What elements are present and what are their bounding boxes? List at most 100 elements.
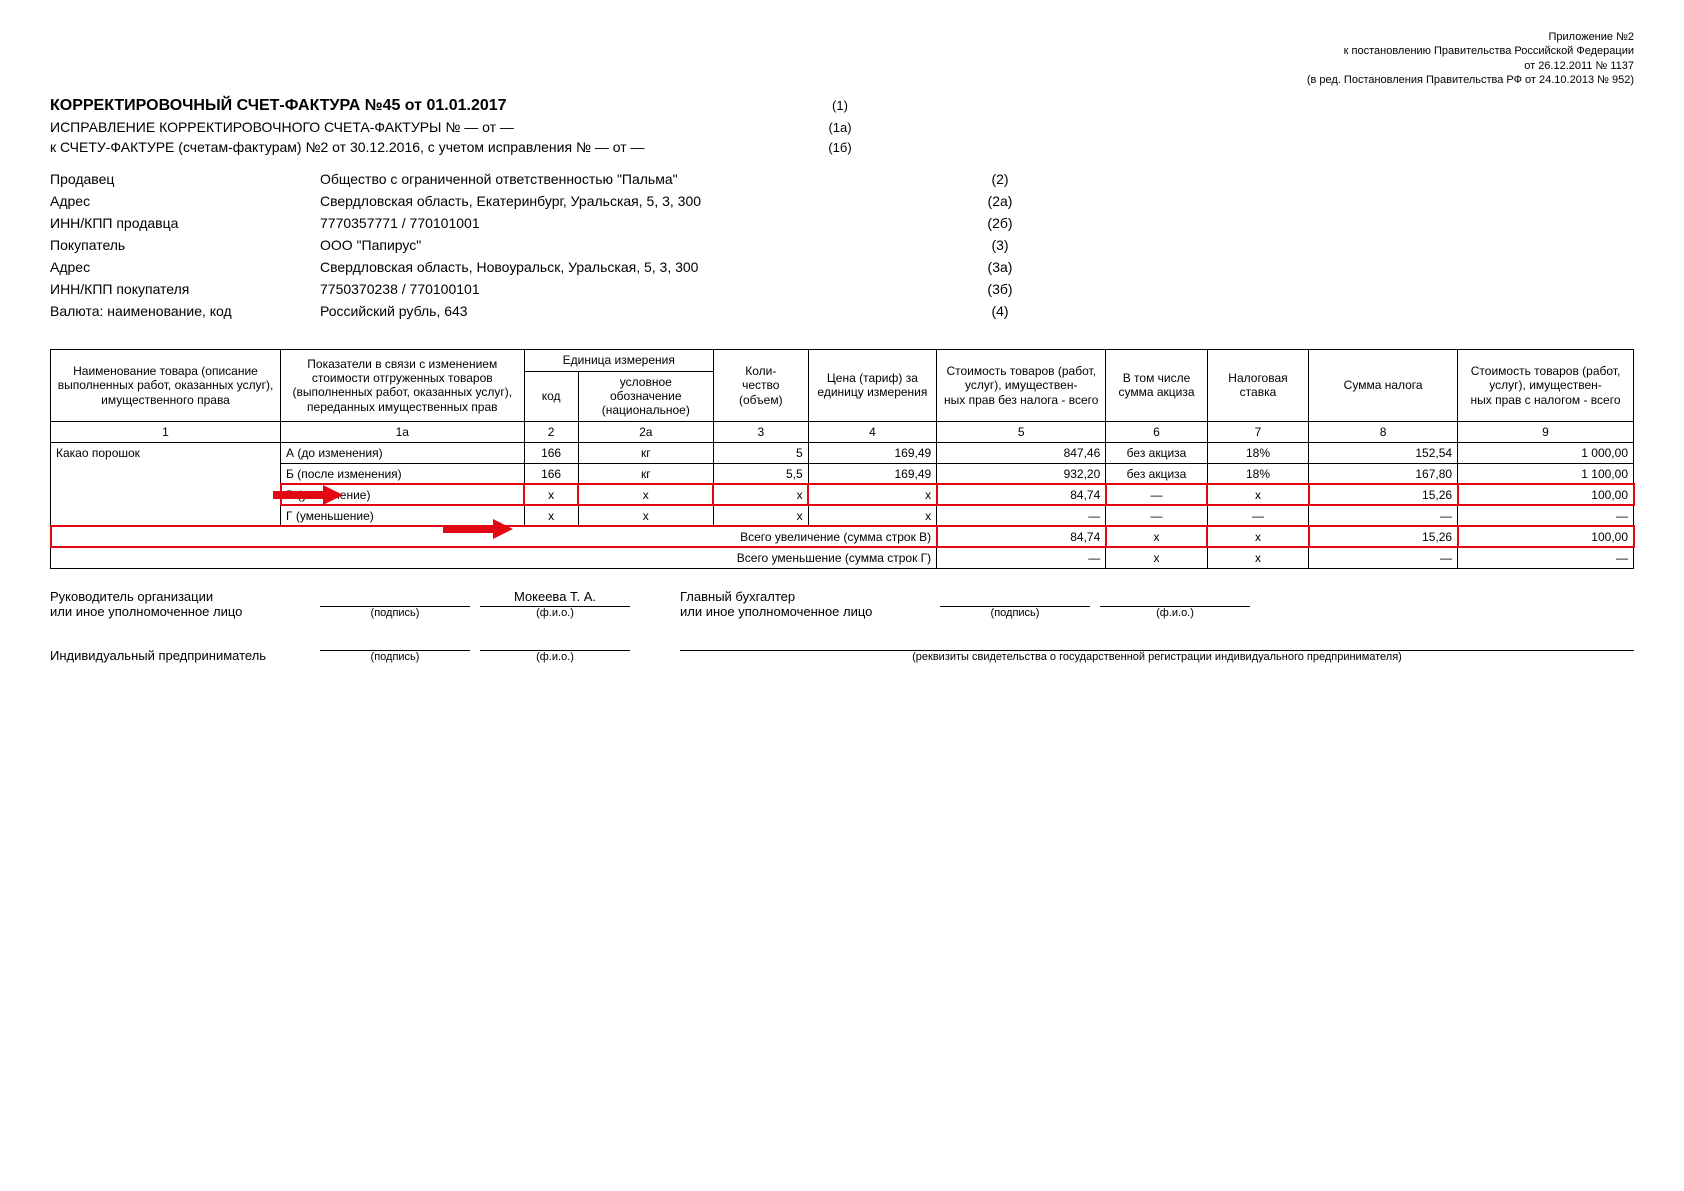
sign-head-label: Руководитель организации или иное уполно… bbox=[50, 589, 310, 619]
total-row: Всего уменьшение (сумма строк Г)—хх—— bbox=[51, 547, 1634, 568]
cell: х bbox=[808, 484, 937, 505]
cell: 1 100,00 bbox=[1458, 463, 1634, 484]
th: Наименование товара (описание выполненны… bbox=[51, 350, 281, 422]
th: Показатели в связи с изменением стоимост… bbox=[281, 350, 525, 422]
info-value: ООО "Папирус" bbox=[320, 237, 970, 253]
line-marker: (3а) bbox=[970, 259, 1030, 275]
sign-line bbox=[480, 633, 630, 651]
info-row: ИНН/КПП покупателя7750370238 / 770100101… bbox=[50, 281, 1634, 297]
col-num: 6 bbox=[1106, 421, 1207, 442]
sign-line bbox=[1100, 589, 1250, 607]
th: Стоимость товаров (работ, услуг), имущес… bbox=[1458, 350, 1634, 422]
reference-line: к СЧЕТУ-ФАКТУРЕ (счетам-фактурам) №2 от … bbox=[50, 139, 810, 155]
cell: 100,00 bbox=[1458, 526, 1634, 547]
cell: 169,49 bbox=[808, 442, 937, 463]
sign-sub: (ф.и.о.) bbox=[480, 607, 630, 619]
cell: без акциза bbox=[1106, 442, 1207, 463]
table-row: В (увеличение)хххх84,74—х15,26100,00 bbox=[51, 484, 1634, 505]
cell: — bbox=[1106, 505, 1207, 526]
info-row: Валюта: наименование, кодРоссийский рубл… bbox=[50, 303, 1634, 319]
cell: — bbox=[1309, 505, 1458, 526]
info-label: Покупатель bbox=[50, 237, 320, 253]
cell: х bbox=[713, 505, 808, 526]
cell: — bbox=[937, 547, 1106, 568]
cell: х bbox=[1207, 484, 1308, 505]
line-marker: (3б) bbox=[970, 281, 1030, 297]
info-row: ИНН/КПП продавца7770357771 / 770101001(2… bbox=[50, 215, 1634, 231]
line-marker: (1) bbox=[810, 98, 870, 113]
info-row: ПокупательООО "Папирус"(3) bbox=[50, 237, 1634, 253]
th: Цена (тариф) за единицу измерения bbox=[808, 350, 937, 422]
item-name: Какао порошок bbox=[51, 442, 281, 526]
th: Стоимость товаров (работ, услуг), имущес… bbox=[937, 350, 1106, 422]
info-row: АдресСвердловская область, Новоуральск, … bbox=[50, 259, 1634, 275]
cell: 5,5 bbox=[713, 463, 808, 484]
table-row: Г (уменьшение)хххх————— bbox=[51, 505, 1634, 526]
col-num: 4 bbox=[808, 421, 937, 442]
sign-sub: (реквизиты свидетельства о государственн… bbox=[680, 651, 1634, 663]
cell: х bbox=[1207, 526, 1308, 547]
correction-line: ИСПРАВЛЕНИЕ КОРРЕКТИРОВОЧНОГО СЧЕТА-ФАКТ… bbox=[50, 119, 810, 135]
col-num: 5 bbox=[937, 421, 1106, 442]
th: Налоговая ставка bbox=[1207, 350, 1308, 422]
table-row: Какао порошокА (до изменения)166кг5169,4… bbox=[51, 442, 1634, 463]
col-num: 1 bbox=[51, 421, 281, 442]
cell: х bbox=[1106, 526, 1207, 547]
arrow-icon bbox=[443, 519, 513, 539]
info-row: ПродавецОбщество с ограниченной ответств… bbox=[50, 171, 1634, 187]
cell: кг bbox=[578, 442, 713, 463]
info-value: Российский рубль, 643 bbox=[320, 303, 970, 319]
col-num: 2 bbox=[524, 421, 578, 442]
th: код bbox=[524, 371, 578, 421]
indicator: В (увеличение) bbox=[281, 484, 525, 505]
line-marker: (1б) bbox=[810, 140, 870, 155]
sign-line bbox=[320, 633, 470, 651]
th: Сумма налога bbox=[1309, 350, 1458, 422]
cell: х bbox=[713, 484, 808, 505]
cell: 152,54 bbox=[1309, 442, 1458, 463]
cell: 15,26 bbox=[1309, 484, 1458, 505]
th: условное обозначение (национальное) bbox=[578, 371, 713, 421]
note-line: (в ред. Постановления Правительства РФ о… bbox=[50, 73, 1634, 87]
cell: 18% bbox=[1207, 463, 1308, 484]
cell: — bbox=[1207, 505, 1308, 526]
indicator: А (до изменения) bbox=[281, 442, 525, 463]
sign-sub: (ф.и.о.) bbox=[1100, 607, 1250, 619]
note-line: к постановлению Правительства Российской… bbox=[50, 44, 1634, 58]
col-num: 2а bbox=[578, 421, 713, 442]
info-value: Свердловская область, Новоуральск, Ураль… bbox=[320, 259, 970, 275]
cell: х bbox=[578, 484, 713, 505]
line-marker: (4) bbox=[970, 303, 1030, 319]
line-marker: (1а) bbox=[810, 120, 870, 135]
line-marker: (2а) bbox=[970, 193, 1030, 209]
sign-sub: (подпись) bbox=[320, 651, 470, 663]
cell: 100,00 bbox=[1458, 484, 1634, 505]
line-marker: (2) bbox=[970, 171, 1030, 187]
total-row: Всего увеличение (сумма строк В)84,74хх1… bbox=[51, 526, 1634, 547]
parties-info: ПродавецОбщество с ограниченной ответств… bbox=[50, 171, 1634, 319]
cell: 166 bbox=[524, 442, 578, 463]
sign-sub: (ф.и.о.) bbox=[480, 651, 630, 663]
th: Коли- чество (объем) bbox=[713, 350, 808, 422]
sign-line bbox=[680, 633, 1634, 651]
info-label: ИНН/КПП продавца bbox=[50, 215, 320, 231]
sign-fio: Мокеева Т. А. bbox=[480, 589, 630, 607]
cell: х bbox=[524, 484, 578, 505]
cell: 5 bbox=[713, 442, 808, 463]
cell: 15,26 bbox=[1309, 526, 1458, 547]
cell: 18% bbox=[1207, 442, 1308, 463]
cell: х bbox=[808, 505, 937, 526]
info-label: Валюта: наименование, код bbox=[50, 303, 320, 319]
total-label: Всего уменьшение (сумма строк Г) bbox=[51, 547, 937, 568]
info-value: 7750370238 / 770100101 bbox=[320, 281, 970, 297]
cell: 166 bbox=[524, 463, 578, 484]
note-line: от 26.12.2011 № 1137 bbox=[50, 59, 1634, 73]
info-label: Адрес bbox=[50, 259, 320, 275]
cell: кг bbox=[578, 463, 713, 484]
cell: 167,80 bbox=[1309, 463, 1458, 484]
cell: — bbox=[1106, 484, 1207, 505]
cell: 1 000,00 bbox=[1458, 442, 1634, 463]
note-line: Приложение №2 bbox=[50, 30, 1634, 44]
cell: — bbox=[1309, 547, 1458, 568]
info-label: ИНН/КПП покупателя bbox=[50, 281, 320, 297]
